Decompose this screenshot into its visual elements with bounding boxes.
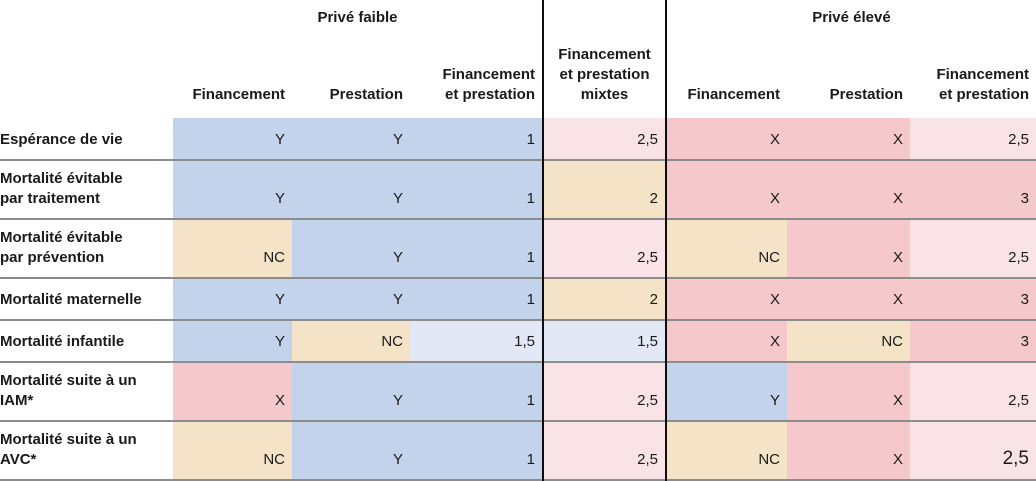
value-cell: Y (173, 320, 292, 362)
column-header-financement-et-prestation-faible: Financement et prestation (442, 66, 535, 103)
value-cell: 1 (410, 118, 543, 160)
value-cell: 3 (910, 160, 1036, 219)
table-row: Espérance de vie Y Y 1 2,5 X X 2,5 (0, 118, 1036, 160)
value-cell: NC (173, 219, 292, 278)
value-cell: 1 (410, 160, 543, 219)
value-cell: 1 (410, 219, 543, 278)
value-cell: Y (292, 219, 410, 278)
value-cell: X (787, 160, 910, 219)
column-header-financement-faible: Financement (192, 86, 285, 103)
value-cell: NC (173, 421, 292, 480)
value-cell: 1,5 (542, 320, 667, 362)
header-sub-row: Financement Prestation Financement et pr… (0, 44, 1036, 118)
value-cell: 1 (410, 421, 543, 480)
value-cell: Y (292, 278, 410, 320)
value-cell: Y (292, 362, 410, 421)
value-cell: X (666, 278, 787, 320)
value-cell: 2,5 (542, 219, 667, 278)
value-cell: X (787, 118, 910, 160)
corner-cell (0, 0, 173, 118)
row-label: Mortalité évitable par prévention (0, 219, 173, 278)
value-cell: 3 (910, 278, 1036, 320)
value-cell: 2,5 (910, 118, 1036, 160)
column-header-prestation-eleve: Prestation (829, 86, 903, 103)
table-body: Espérance de vie Y Y 1 2,5 X X 2,5 Mortalité évi… (0, 118, 1036, 480)
row-label: Mortalité suite à un AVC* (0, 421, 173, 480)
value-cell: 1 (410, 362, 543, 421)
row-label: Espérance de vie (0, 118, 173, 160)
column-header-financement-eleve: Financement (687, 86, 780, 103)
value-cell: 2 (542, 278, 667, 320)
row-label: Mortalité suite à un IAM* (0, 362, 173, 421)
value-cell: 2,5 (542, 421, 667, 480)
value-cell: 3 (910, 320, 1036, 362)
group-header-prive-eleve: Privé élevé (812, 9, 891, 26)
value-cell: Y (173, 118, 292, 160)
value-cell: X (787, 362, 910, 421)
row-label: Mortalité évitable par traitement (0, 160, 173, 219)
value-cell: 1,5 (410, 320, 543, 362)
column-header-prestation-faible: Prestation (329, 86, 403, 103)
table-row: Mortalité infantile Y NC 1,5 1,5 X NC 3 (0, 320, 1036, 362)
header-group-row: Privé faible Financement et prestation m… (0, 0, 1036, 118)
value-cell: Y (292, 160, 410, 219)
value-cell: Y (173, 160, 292, 219)
value-cell: X (173, 362, 292, 421)
value-cell: X (666, 118, 787, 160)
value-cell: 2,5 (910, 362, 1036, 421)
value-cell: Y (292, 421, 410, 480)
value-cell: Y (292, 118, 410, 160)
value-cell: 2,5 (910, 219, 1036, 278)
value-cell: X (787, 421, 910, 480)
value-cell: NC (292, 320, 410, 362)
table-row: Mortalité évitable par prévention NC Y 1 2,5… (0, 219, 1036, 278)
row-label: Mortalité maternelle (0, 278, 173, 320)
row-label: Mortalité infantile (0, 320, 173, 362)
column-header-mixtes: Financement et prestation mixtes (542, 0, 667, 118)
value-cell: 1 (410, 278, 543, 320)
value-cell: Y (173, 278, 292, 320)
value-cell: NC (666, 219, 787, 278)
value-cell: 2,5 (542, 362, 667, 421)
value-cell: NC (787, 320, 910, 362)
table-row: Mortalité suite à un IAM* X Y 1 2,5 Y X 2,5 (0, 362, 1036, 421)
value-cell: 2,5 (910, 421, 1036, 480)
table-row: Mortalité suite à un AVC* NC Y 1 2,5 NC X 2,5 (0, 421, 1036, 480)
value-cell: Y (666, 362, 787, 421)
value-cell: X (666, 160, 787, 219)
value-cell: X (787, 219, 910, 278)
value-cell: X (666, 320, 787, 362)
value-cell: 2,5 (542, 118, 667, 160)
table-row: Mortalité évitable par traitement Y Y 1 2 X X 3 (0, 160, 1036, 219)
group-header-prive-faible: Privé faible (317, 9, 398, 26)
value-cell: X (787, 278, 910, 320)
column-header-financement-et-prestation-eleve: Financement et prestation (936, 66, 1029, 103)
value-cell: NC (666, 421, 787, 480)
table-row: Mortalité maternelle Y Y 1 2 X X 3 (0, 278, 1036, 320)
value-cell: 2 (542, 160, 667, 219)
table-header: Privé faible Financement et prestation m… (0, 0, 1036, 118)
